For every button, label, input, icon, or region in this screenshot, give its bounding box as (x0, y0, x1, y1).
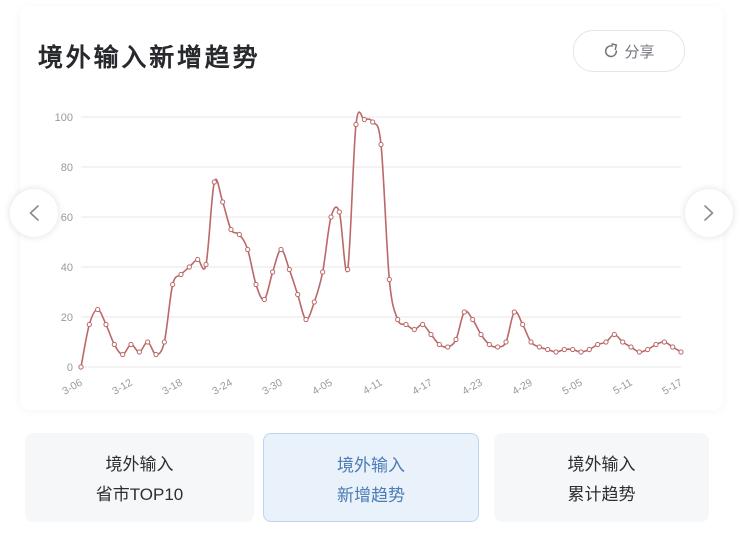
svg-text:5-05: 5-05 (560, 377, 584, 398)
svg-text:0: 0 (67, 362, 73, 374)
svg-text:40: 40 (61, 262, 73, 274)
svg-text:4-29: 4-29 (510, 377, 534, 398)
svg-text:5-17: 5-17 (660, 377, 684, 398)
svg-text:5-11: 5-11 (611, 377, 635, 398)
svg-text:80: 80 (61, 162, 73, 174)
svg-text:4-05: 4-05 (310, 377, 334, 398)
svg-text:4-17: 4-17 (410, 377, 434, 398)
svg-text:3-18: 3-18 (160, 377, 184, 398)
svg-text:20: 20 (61, 312, 73, 324)
svg-text:3-24: 3-24 (210, 377, 234, 398)
svg-text:3-06: 3-06 (60, 377, 84, 398)
svg-text:4-23: 4-23 (460, 377, 484, 398)
svg-text:3-30: 3-30 (260, 377, 284, 398)
svg-text:100: 100 (55, 112, 73, 124)
svg-text:3-12: 3-12 (110, 377, 134, 398)
svg-text:4-11: 4-11 (361, 377, 385, 398)
svg-text:60: 60 (61, 212, 73, 224)
